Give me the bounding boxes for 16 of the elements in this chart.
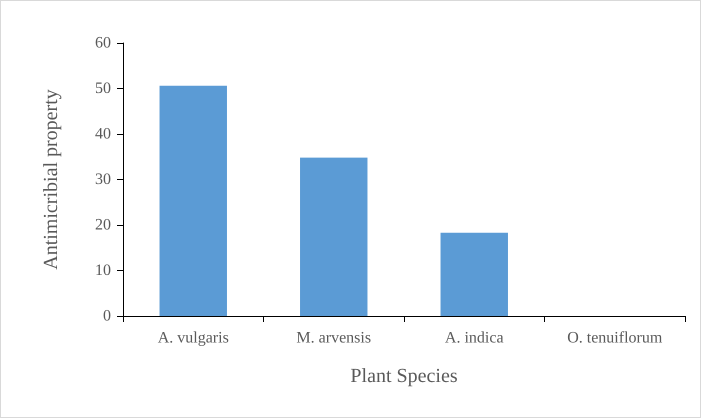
y-axis-title: Antimicribial property	[40, 89, 62, 270]
bar	[300, 158, 368, 316]
y-tick-label: 10	[95, 262, 111, 279]
x-axis-title: Plant Species	[350, 365, 458, 387]
x-tick-label: A. vulgaris	[158, 330, 229, 346]
x-tick-label: O. tenuiflorum	[567, 330, 663, 346]
bar	[160, 86, 227, 316]
y-tick-label: 0	[103, 308, 111, 324]
y-tick-label: 20	[95, 216, 111, 234]
y-tick-label: 60	[95, 34, 111, 52]
y-tick-label: 30	[95, 171, 111, 188]
bar	[440, 232, 508, 316]
y-tick-label: 50	[95, 80, 111, 97]
x-tick-label: M. arvensis	[296, 330, 372, 346]
y-tick-label: 40	[95, 126, 111, 142]
x-tick-label: A. indica	[444, 330, 504, 346]
